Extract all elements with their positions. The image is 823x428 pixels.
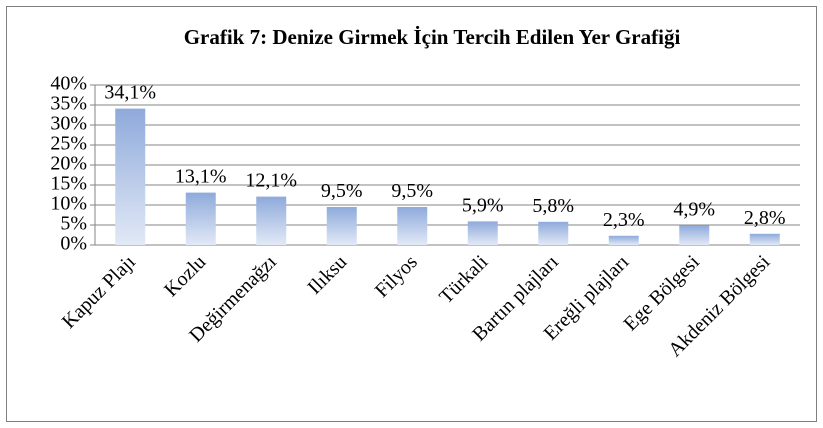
- y-tick-label: 25%: [50, 133, 87, 155]
- bar: [326, 207, 357, 245]
- y-tick-label: 30%: [50, 113, 87, 135]
- value-label: 2,3%: [603, 209, 645, 231]
- value-label: 34,1%: [104, 82, 156, 104]
- bar: [185, 192, 216, 245]
- value-label: 13,1%: [175, 166, 227, 188]
- value-label: 2,8%: [744, 207, 786, 229]
- bar: [467, 221, 498, 245]
- y-tick-label: 35%: [50, 93, 87, 115]
- y-tick-label: 15%: [50, 173, 87, 195]
- bar: [256, 196, 287, 245]
- y-tick-label: 0%: [60, 233, 87, 255]
- bar: [679, 225, 710, 245]
- value-label: 5,9%: [462, 194, 504, 216]
- value-label: 4,9%: [673, 198, 715, 220]
- value-label: 5,8%: [532, 195, 574, 217]
- bar: [115, 108, 146, 245]
- bar: [749, 233, 780, 245]
- y-tick-label: 5%: [60, 213, 87, 235]
- y-tick-label: 40%: [50, 73, 87, 95]
- chart-title: Grafik 7: Denize Girmek İçin Tercih Edil…: [184, 25, 681, 49]
- value-label: 9,5%: [321, 180, 363, 202]
- value-label: 9,5%: [391, 180, 433, 202]
- bar: [397, 207, 428, 245]
- y-tick-label: 20%: [50, 153, 87, 175]
- bar: [608, 235, 639, 245]
- bar: [538, 221, 569, 245]
- y-tick-label: 10%: [50, 193, 87, 215]
- value-label: 12,1%: [245, 170, 297, 192]
